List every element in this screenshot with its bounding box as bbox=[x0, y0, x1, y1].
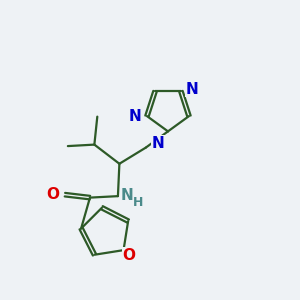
Text: N: N bbox=[152, 136, 164, 151]
Text: N: N bbox=[185, 82, 198, 97]
Text: N: N bbox=[129, 109, 142, 124]
Text: O: O bbox=[122, 248, 135, 263]
Text: H: H bbox=[133, 196, 144, 209]
Text: O: O bbox=[46, 187, 60, 202]
Text: N: N bbox=[120, 188, 133, 203]
